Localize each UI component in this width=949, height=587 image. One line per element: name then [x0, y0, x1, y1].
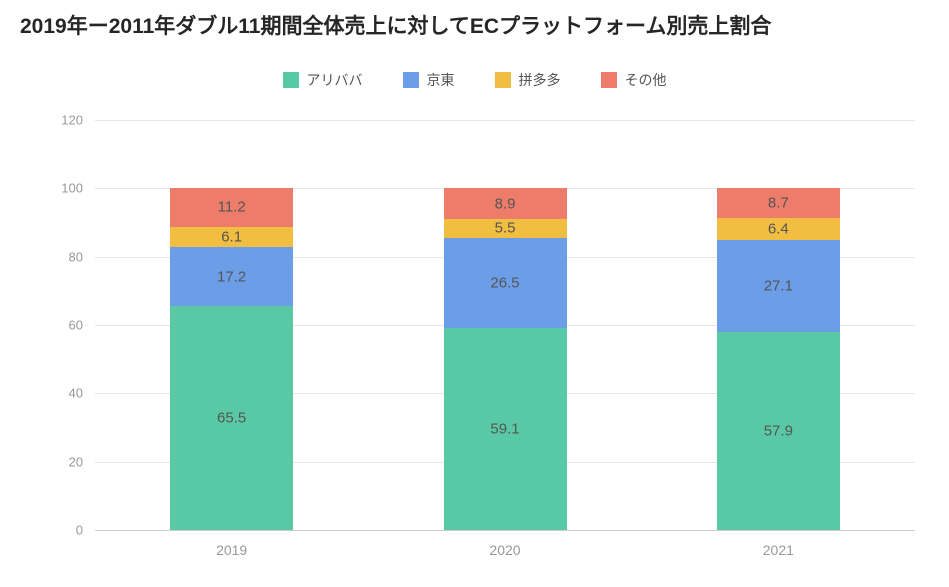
- bar-group: 65.517.26.111.2: [170, 120, 293, 530]
- y-axis-tick: 80: [69, 249, 83, 264]
- y-axis-tick: 100: [61, 181, 83, 196]
- legend-swatch: [403, 72, 419, 88]
- bar-group: 59.126.55.58.9: [444, 120, 567, 530]
- legend-item: その他: [601, 70, 667, 90]
- bar-segment: [717, 240, 840, 333]
- legend-swatch: [283, 72, 299, 88]
- legend-label: 拼多多: [519, 70, 561, 90]
- legend-label: 京東: [427, 70, 455, 90]
- legend-label: アリババ: [307, 70, 363, 90]
- x-axis-tick: 2020: [489, 542, 520, 558]
- bar-segment: [444, 188, 567, 218]
- bar-segment: [170, 188, 293, 226]
- bar-segment: [444, 328, 567, 530]
- plot-area: 020406080100120201965.517.26.111.2202059…: [95, 120, 915, 530]
- y-axis-tick: 120: [61, 113, 83, 128]
- chart-title: 2019年ー2011年ダブル11期間全体売上に対してECプラットフォーム別売上割…: [20, 10, 771, 40]
- y-axis-tick: 0: [76, 523, 83, 538]
- legend-item: 拼多多: [495, 70, 561, 90]
- y-axis-tick: 20: [69, 454, 83, 469]
- bar-segment: [170, 306, 293, 530]
- legend-item: アリババ: [283, 70, 363, 90]
- legend-swatch: [495, 72, 511, 88]
- bar-segment: [444, 219, 567, 238]
- bar-segment: [717, 188, 840, 218]
- legend: アリババ 京東 拼多多 その他: [0, 70, 949, 90]
- bar-segment: [717, 332, 840, 530]
- y-axis-tick: 60: [69, 318, 83, 333]
- legend-item: 京東: [403, 70, 455, 90]
- x-axis-tick: 2019: [216, 542, 247, 558]
- bar-segment: [170, 247, 293, 306]
- gridline: [95, 530, 915, 531]
- legend-swatch: [601, 72, 617, 88]
- bar-segment: [717, 218, 840, 240]
- y-axis-tick: 40: [69, 386, 83, 401]
- bar-group: 57.927.16.48.7: [717, 120, 840, 530]
- legend-label: その他: [625, 70, 667, 90]
- bar-segment: [444, 238, 567, 329]
- bar-segment: [170, 227, 293, 248]
- x-axis-tick: 2021: [763, 542, 794, 558]
